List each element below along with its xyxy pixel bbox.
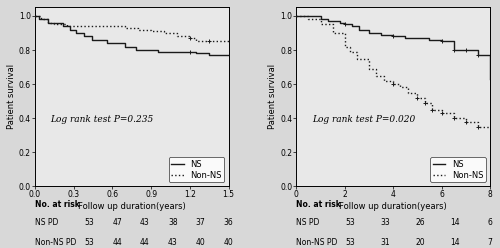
Y-axis label: Patient survival: Patient survival (7, 64, 16, 129)
Text: 33: 33 (380, 217, 390, 226)
Text: 6: 6 (488, 217, 492, 226)
Text: 31: 31 (380, 238, 390, 247)
Text: Non-NS PD: Non-NS PD (296, 238, 338, 247)
Text: 38: 38 (168, 217, 177, 226)
Legend: NS, Non-NS: NS, Non-NS (169, 157, 224, 182)
X-axis label: Follow up duration(years): Follow up duration(years) (340, 202, 447, 211)
Text: 20: 20 (416, 238, 425, 247)
Text: 53: 53 (346, 217, 356, 226)
Y-axis label: Patient survival: Patient survival (268, 64, 278, 129)
X-axis label: Follow up duration(years): Follow up duration(years) (78, 202, 186, 211)
Text: NS PD: NS PD (296, 217, 320, 226)
Text: Log rank test P=0.020: Log rank test P=0.020 (312, 115, 415, 124)
Text: 14: 14 (450, 217, 460, 226)
Text: 53: 53 (346, 238, 356, 247)
Text: 37: 37 (196, 217, 205, 226)
Text: 53: 53 (84, 217, 94, 226)
Text: 40: 40 (224, 238, 234, 247)
Text: NS PD: NS PD (35, 217, 58, 226)
Text: Non-NS PD: Non-NS PD (35, 238, 76, 247)
Text: 47: 47 (112, 217, 122, 226)
Text: 53: 53 (84, 238, 94, 247)
Text: 14: 14 (450, 238, 460, 247)
Text: 43: 43 (168, 238, 177, 247)
Text: 43: 43 (140, 217, 150, 226)
Text: 44: 44 (112, 238, 122, 247)
Text: 26: 26 (416, 217, 425, 226)
Text: Log rank test P=0.235: Log rank test P=0.235 (50, 115, 154, 124)
Text: 36: 36 (224, 217, 234, 226)
Text: 40: 40 (196, 238, 205, 247)
Legend: NS, Non-NS: NS, Non-NS (430, 157, 486, 182)
Text: 7: 7 (488, 238, 492, 247)
Text: 44: 44 (140, 238, 150, 247)
Text: No. at risk: No. at risk (35, 200, 80, 209)
Text: No. at risk: No. at risk (296, 200, 342, 209)
